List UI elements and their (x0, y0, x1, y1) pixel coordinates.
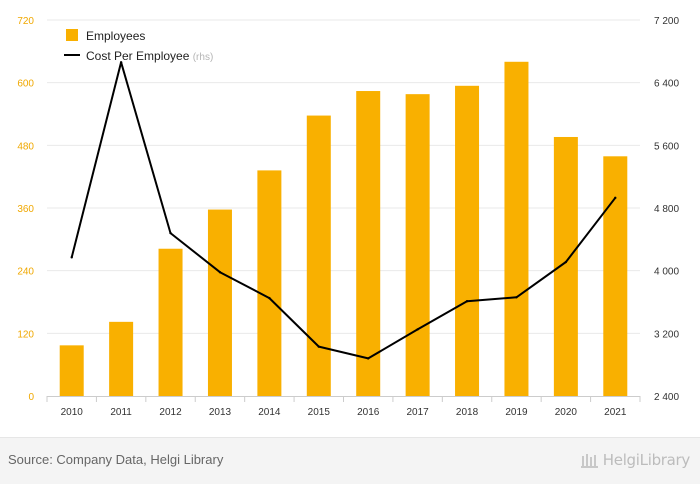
y-left-tick-label: 240 (17, 267, 34, 278)
combo-chart: 0 120 240 360 480 600 720 2 400 3 200 4 000 4 800… (17, 16, 679, 418)
x-tick-label: 2013 (209, 407, 232, 418)
series-line (70, 61, 617, 360)
footer: Source: Company Data, Helgi Library Helg… (0, 437, 700, 484)
x-tick-label: 2011 (110, 407, 132, 418)
bar (405, 94, 430, 397)
x-tick-label: 2016 (357, 407, 380, 418)
bar (603, 156, 628, 396)
y-right-tick-label: 6 400 (654, 79, 679, 90)
x-tick-label: 2014 (258, 407, 281, 418)
x-tick-label: 2021 (604, 407, 627, 418)
bar (553, 136, 578, 396)
x-tick-label: 2015 (308, 407, 331, 418)
line-point (268, 296, 271, 300)
x-tick-label: 2017 (407, 407, 430, 418)
legend: Employees Cost Per Employee (rhs) (64, 29, 213, 63)
bar (207, 209, 232, 396)
line-point (317, 345, 320, 348)
bar (158, 248, 183, 396)
bar (306, 115, 331, 397)
bar (504, 61, 529, 397)
line-point (119, 61, 123, 64)
x-tick-label: 2010 (61, 407, 84, 418)
y-right-tick-label: 2 400 (654, 392, 679, 403)
line-point (70, 256, 73, 259)
line-series-cost-per-employee (70, 61, 617, 360)
y-right-tick-label: 7 200 (654, 16, 679, 27)
x-tick-label: 2019 (505, 407, 528, 418)
source-text: Source: Company Data, Helgi Library (8, 452, 224, 467)
y-axis-left: 0 120 240 360 480 600 720 (17, 16, 34, 403)
x-tick-label: 2012 (159, 407, 182, 418)
line-point (515, 296, 518, 299)
bar (257, 170, 282, 396)
x-tick-label: 2018 (456, 407, 479, 418)
y-axis-right: 2 400 3 200 4 000 4 800 5 600 6 400 7 200 (654, 16, 679, 403)
y-left-tick-label: 120 (17, 329, 34, 340)
bar (455, 85, 480, 397)
brand-name: HelgiLibrary (602, 451, 691, 469)
bar-series-employees (59, 61, 628, 397)
line-point (367, 357, 370, 360)
gridlines (47, 19, 640, 334)
bar (109, 321, 134, 396)
line-point (564, 260, 568, 264)
y-left-tick-label: 720 (17, 16, 34, 27)
line-point (614, 196, 617, 200)
line-point (218, 271, 222, 274)
y-right-tick-label: 4 000 (654, 267, 679, 278)
line-point (465, 300, 469, 303)
y-right-tick-label: 4 800 (654, 204, 679, 215)
legend-label-employees: Employees (86, 29, 145, 43)
legend-swatch-employees (66, 29, 78, 41)
y-left-tick-label: 480 (17, 141, 34, 152)
line-point (169, 231, 172, 235)
bar (59, 345, 84, 396)
brand-logo[interactable]: HelgiLibrary (580, 451, 691, 469)
y-left-tick-label: 360 (17, 204, 34, 215)
y-left-tick-label: 600 (17, 79, 34, 90)
x-tick-label: 2020 (555, 407, 578, 418)
x-axis: 2010 2011 2012 2013 2014 2015 2016 2017 2018 2019… (46, 396, 641, 418)
legend-rhs-suffix: (rhs) (193, 52, 214, 63)
bar (356, 91, 381, 397)
legend-label-cost: Cost Per Employee (rhs) (86, 49, 213, 63)
y-left-tick-label: 0 (28, 392, 34, 403)
library-icon (580, 454, 598, 468)
y-right-tick-label: 5 600 (654, 141, 679, 152)
line-point (416, 328, 419, 331)
y-right-tick-label: 3 200 (654, 329, 679, 340)
